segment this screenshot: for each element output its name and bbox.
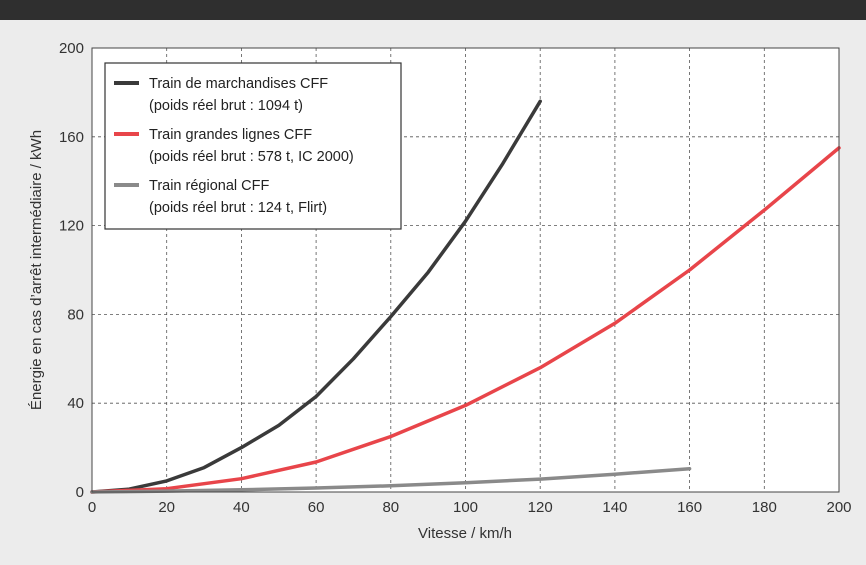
legend-box	[104, 62, 402, 230]
x-tick-label: 120	[528, 499, 553, 516]
legend-label-mainline: Train grandes lignes CFF	[149, 127, 312, 143]
legend: Train de marchandises CFF (poids réel br…	[104, 62, 402, 230]
y-tick-label: 40	[67, 395, 84, 412]
y-tick-label: 120	[59, 218, 84, 235]
y-axis-title: Énergie en cas d’arrêt intermédiaire / k…	[28, 130, 45, 410]
series-line-1	[90, 99, 542, 494]
series-line-2	[90, 146, 841, 494]
x-tick-label: 200	[826, 499, 851, 516]
x-tick-label: 0	[88, 499, 96, 516]
plot-frame	[91, 47, 840, 493]
header-bar	[0, 0, 866, 20]
series-line-3	[90, 466, 692, 494]
x-tick-label: 140	[602, 499, 627, 516]
y-tick-label: 160	[59, 129, 84, 146]
x-tick-label: 160	[677, 499, 702, 516]
series-lines	[90, 99, 841, 494]
x-tick-label: 60	[308, 499, 325, 516]
legend-sub-freight: (poids réel brut : 1094 t)	[149, 98, 303, 114]
legend-label-freight: Train de marchandises CFF	[149, 76, 328, 92]
y-tick-label: 200	[59, 40, 84, 57]
x-tick-label: 20	[158, 499, 175, 516]
x-tick-label: 100	[453, 499, 478, 516]
legend-label-regional: Train régional CFF	[149, 178, 269, 194]
legend-sub-regional: (poids réel brut : 124 t, Flirt)	[149, 200, 327, 216]
tick-labels: 0 20 40 60 80 100 120 140 160 180 200 0 40 80 120 160 20…	[59, 40, 852, 516]
y-tick-label: 80	[67, 306, 84, 323]
x-tick-label: 180	[752, 499, 777, 516]
x-tick-label: 40	[233, 499, 250, 516]
x-axis-title: Vitesse / km/h	[418, 525, 512, 542]
x-tick-label: 80	[382, 499, 399, 516]
y-tick-label: 0	[76, 484, 84, 501]
legend-sub-mainline: (poids réel brut : 578 t, IC 2000)	[149, 149, 354, 165]
